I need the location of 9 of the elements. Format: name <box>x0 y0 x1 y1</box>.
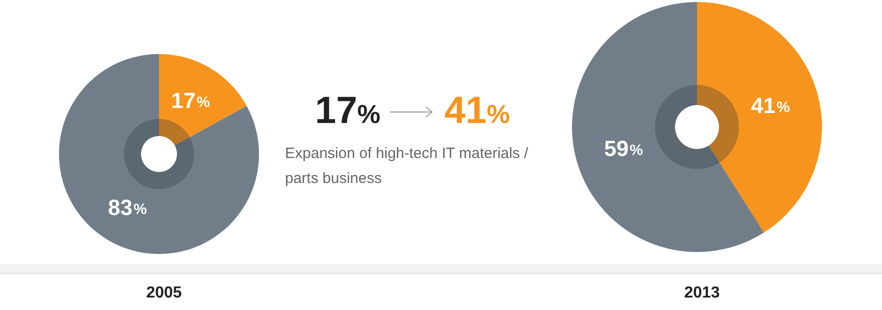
text: 2013 <box>684 284 720 302</box>
text: Expansion of high-tech IT materials / parts business <box>285 144 530 189</box>
data-label: 83% <box>108 194 147 220</box>
text: 41% <box>444 90 510 132</box>
data-label: 59% <box>604 136 643 161</box>
data-label: 17% <box>171 88 210 114</box>
text: 2005 <box>146 284 182 302</box>
data-label: 41% <box>751 93 790 118</box>
text: 17% <box>315 90 380 132</box>
